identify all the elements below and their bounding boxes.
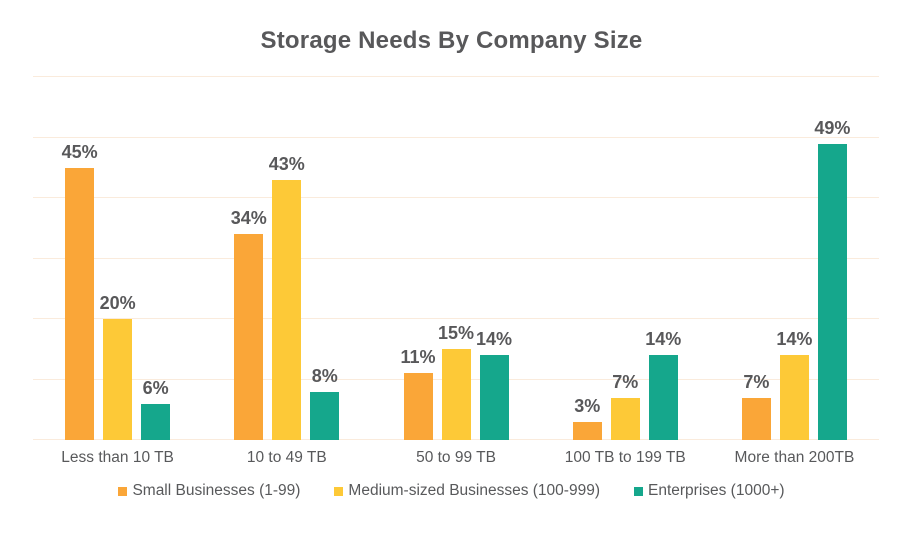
x-axis-label-4: 100 TB to 199 TB [564, 449, 686, 466]
bar-wrap: 15% [438, 77, 474, 440]
legend-item: Small Businesses (1-99) [118, 482, 300, 500]
bar-group-1: 45% 20% 6% [33, 77, 202, 440]
data-label: 34% [230, 208, 267, 229]
bar [741, 397, 771, 440]
data-label: 7% [612, 371, 639, 392]
bar-group-3: 11% 15% 14% [371, 77, 540, 440]
bar [272, 179, 302, 440]
legend-item: Medium-sized Businesses (100-999) [334, 482, 600, 500]
bar-wrap: 34% [231, 77, 267, 440]
x-axis-labels: Less than 10 TB 10 to 49 TB 50 to 99 TB 100… [33, 449, 879, 467]
plot-area: 45% 20% 6% 34% 43% 8% 11% 15% 14% 3% 7% 14% 7% 14% 49% [33, 76, 879, 440]
data-label: 15% [437, 323, 475, 344]
bar-wrap: 14% [645, 77, 681, 440]
bar [234, 234, 264, 440]
legend-item: Enterprises (1000+) [633, 482, 785, 500]
x-axis-label-2: 10 to 49 TB [246, 449, 327, 466]
x-axis-label-5: More than 200TB [734, 449, 855, 466]
data-label: 6% [142, 377, 169, 398]
bar-wrap: 3% [572, 77, 602, 440]
data-label: 49% [814, 117, 851, 138]
legend-label: Enterprises (1000+) [647, 482, 785, 499]
bar-wrap: 14% [776, 77, 812, 440]
bar-wrap: 7% [610, 77, 640, 440]
bar [479, 355, 509, 440]
x-axis-label-1: Less than 10 TB [61, 449, 174, 466]
x-axis-label-3: 50 to 99 TB [416, 449, 496, 466]
data-label: 14% [645, 329, 682, 350]
legend-swatch-icon [633, 486, 643, 496]
gridline-20 [33, 318, 879, 319]
legend-label: Medium-sized Businesses (100-999) [348, 482, 600, 499]
data-label: 3% [574, 395, 601, 416]
bar-wrap: 49% [814, 77, 850, 440]
bar-group-4: 3% 7% 14% [541, 77, 710, 440]
gridline-60 [33, 76, 879, 77]
data-label: 14% [776, 329, 813, 350]
bar [610, 397, 640, 440]
data-label: 43% [268, 153, 305, 174]
data-label: 7% [743, 371, 770, 392]
data-label: 11% [400, 347, 436, 368]
data-label: 14% [475, 329, 513, 350]
bar-groups: 45% 20% 6% 34% 43% 8% 11% 15% 14% 3% 7% 14% 7% 14% 49% [33, 77, 879, 440]
bar-group-5: 7% 14% 49% [710, 77, 879, 440]
bar [441, 349, 471, 440]
bar [310, 391, 340, 440]
bar [65, 167, 95, 440]
bar-wrap: 7% [741, 77, 771, 440]
gridline-30 [33, 257, 879, 259]
legend: Small Businesses (1-99) Medium-sized Busi… [0, 482, 903, 500]
data-label: 20% [99, 293, 136, 313]
bar-wrap: 43% [269, 77, 305, 440]
legend-swatch-icon [118, 486, 128, 496]
bar [103, 319, 133, 440]
bar-wrap: 45% [62, 77, 98, 440]
bar [572, 421, 602, 440]
data-label: 8% [311, 365, 338, 386]
gridline-40 [33, 197, 879, 198]
bar-wrap: 6% [141, 77, 171, 440]
data-label: 45% [61, 141, 98, 162]
bar [817, 143, 847, 440]
bar-wrap: 14% [476, 77, 512, 440]
bar-wrap: 20% [100, 77, 136, 440]
legend-label: Small Businesses (1-99) [132, 482, 301, 499]
bar [403, 373, 433, 440]
bar-wrap: 8% [310, 77, 340, 440]
bar-group-2: 34% 43% 8% [202, 77, 371, 440]
chart-title: Storage Needs By Company Size [260, 27, 643, 54]
bar-wrap: 11% [400, 77, 436, 440]
bar [648, 355, 678, 440]
legend-swatch-icon [334, 486, 344, 496]
gridline-50 [33, 136, 879, 138]
bar [141, 403, 171, 440]
bar [779, 355, 809, 440]
